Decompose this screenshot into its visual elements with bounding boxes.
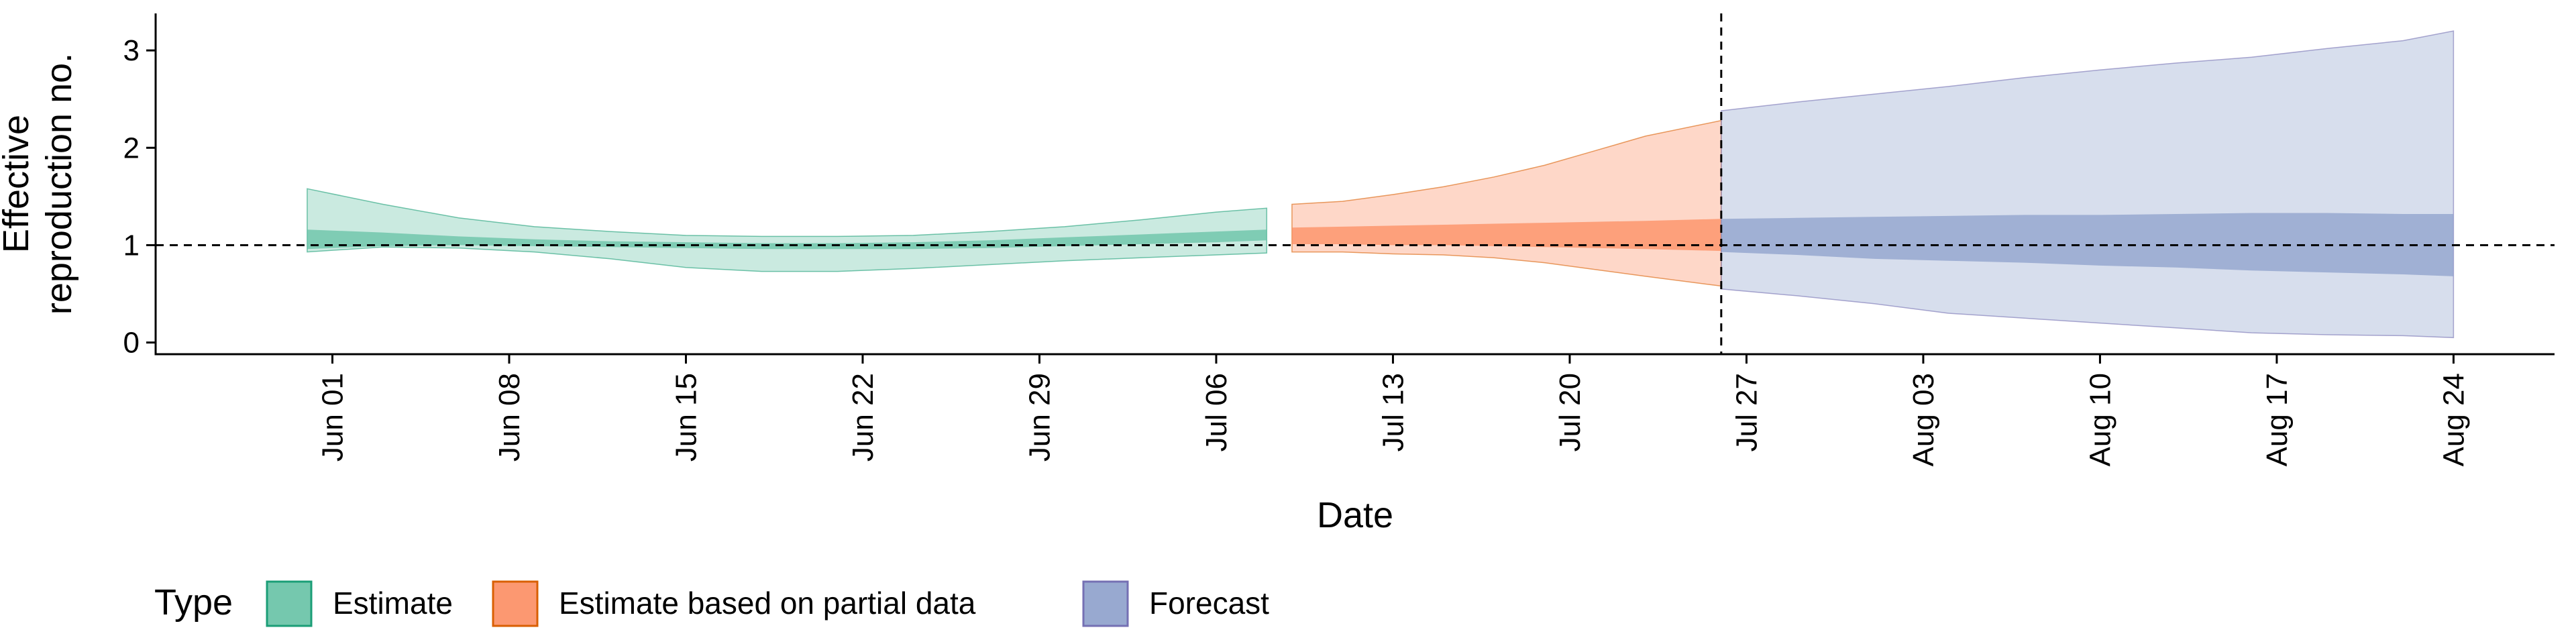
band-layer <box>307 30 2455 339</box>
partial-band-90 <box>1291 119 1722 287</box>
partial-band-50 <box>1291 219 1721 252</box>
legend-key-1 <box>266 580 313 627</box>
legend-label-2: Estimate based on partial data <box>559 586 976 621</box>
x-tick-label-2020-06-15: Jun 15 <box>669 373 702 462</box>
y-tick-label-1: 1 <box>123 229 140 262</box>
x-tick-label-2020-08-24: Aug 24 <box>2437 373 2470 466</box>
reference-lines <box>156 13 2555 354</box>
y-axis-title-line-2: reproduction no. <box>39 53 79 315</box>
estimate-band-50 <box>307 229 1267 250</box>
x-tick-label-2020-06-22: Jun 22 <box>847 373 879 462</box>
x-tick-label-2020-07-06: Jul 06 <box>1200 373 1233 451</box>
x-tick-label-2020-06-29: Jun 29 <box>1023 373 1056 462</box>
forecast-band-90 <box>1721 30 2455 339</box>
x-tick-label-2020-07-20: Jul 20 <box>1554 373 1587 451</box>
x-tick-label-2020-06-01: Jun 01 <box>316 373 349 462</box>
x-tick-label-2020-08-03: Aug 03 <box>1907 373 1940 466</box>
x-tick-label-2020-08-17: Aug 17 <box>2261 373 2294 466</box>
axes: 0 1 2 3 Jun 01 Jun 08 Jun 15 Jun 22 Jun 29 Jul 06… <box>0 13 2555 535</box>
legend-label-1: Estimate <box>333 586 453 621</box>
estimate-band-90 <box>307 188 1268 272</box>
y-axis-title: Effectivereproduction no. <box>0 53 79 315</box>
legend-label-3: Forecast <box>1149 586 1269 621</box>
x-axis-title: Date <box>1317 495 1393 535</box>
x-tick-label-2020-07-27: Jul 27 <box>1730 373 1763 451</box>
y-tick-label-3: 3 <box>123 34 140 67</box>
y-tick-label-2: 2 <box>123 131 140 164</box>
legend-key-3 <box>1082 580 1129 627</box>
x-tick-label-2020-06-08: Jun 08 <box>493 373 526 462</box>
y-axis-title-line-1: Effective <box>0 115 36 253</box>
legend: Type Estimate Estimate based on partial da… <box>154 580 1269 627</box>
y-tick-label-0: 0 <box>123 327 140 360</box>
legend-key-2 <box>492 580 539 627</box>
legend-title: Type <box>154 582 233 623</box>
x-tick-label-2020-08-10: Aug 10 <box>2084 373 2116 466</box>
x-tick-label-2020-07-13: Jul 13 <box>1377 373 1409 451</box>
